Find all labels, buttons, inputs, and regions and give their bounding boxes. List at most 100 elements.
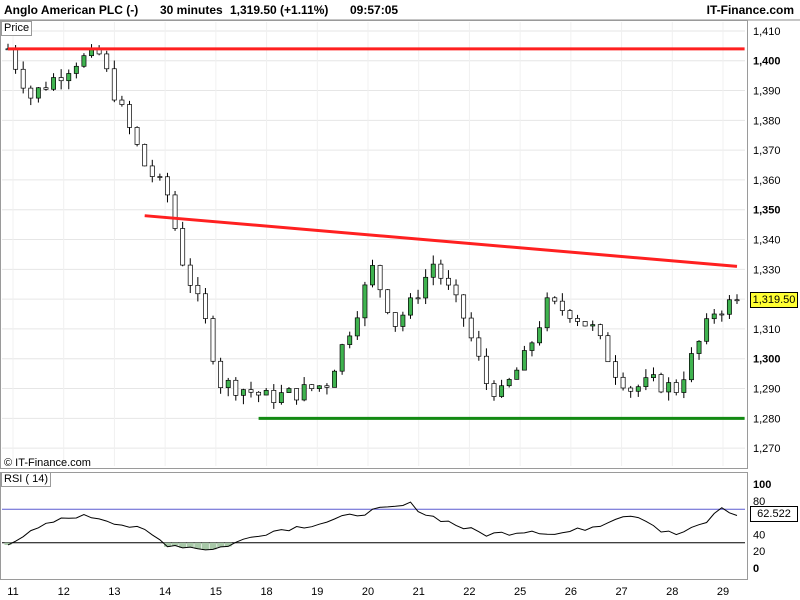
candle-body	[248, 389, 254, 393]
candle-body	[643, 377, 649, 388]
candle-body	[635, 386, 641, 392]
price-tick-label: 1,270	[753, 443, 781, 455]
resistance-trendline-line	[144, 214, 738, 268]
price-tick-label: 1,380	[753, 115, 781, 127]
x-tick-label: 28	[666, 586, 678, 598]
candle-body	[408, 297, 413, 316]
candle-body	[620, 376, 626, 389]
candle-body	[43, 87, 49, 90]
candle-body	[582, 321, 588, 327]
rsi-tick-label: 40	[753, 529, 765, 541]
candle-body	[514, 369, 520, 380]
price-tick-label: 1,280	[753, 413, 781, 425]
price-tick-label: 1,300	[753, 354, 781, 366]
candle-body	[711, 313, 717, 320]
candle-body	[58, 77, 64, 82]
candle-body	[506, 379, 512, 387]
price-y-axis: 1,2701,2801,2901,3001,3101,3201,3301,340…	[753, 26, 781, 455]
candle-body	[552, 297, 558, 302]
candle-body	[324, 385, 330, 388]
candle-body	[544, 297, 550, 329]
candle-body	[233, 379, 239, 396]
candle-body	[666, 382, 672, 393]
candle-body	[347, 335, 353, 345]
candle-body	[483, 355, 489, 384]
candle-body	[688, 353, 694, 381]
x-tick-label: 11	[7, 586, 18, 598]
candle-body	[218, 360, 224, 389]
candle-body	[134, 127, 140, 145]
candle-body	[332, 370, 337, 388]
rsi-tick-label: 0	[753, 563, 759, 575]
candle-body	[81, 55, 87, 67]
candle-body	[263, 390, 269, 396]
candle-body	[521, 350, 527, 371]
candle-body	[104, 53, 110, 70]
candle-body	[66, 73, 72, 82]
candle-body	[362, 284, 368, 319]
candle-body	[28, 87, 34, 99]
candle-body	[726, 299, 732, 315]
trendlines	[8, 47, 745, 420]
candle-body	[240, 389, 246, 396]
candle-body	[142, 144, 148, 167]
candle-body	[225, 379, 231, 389]
candle-body	[696, 340, 702, 354]
candle-body	[385, 289, 391, 313]
x-tick-label: 25	[514, 586, 526, 598]
candle-body	[651, 374, 656, 378]
candle-body	[202, 293, 208, 319]
price-tick-label: 1,340	[753, 235, 781, 247]
candle-body	[172, 194, 178, 229]
x-axis: 11 12 13 14 15 18 19 20 21 22 25 26 27 28 29	[7, 586, 729, 598]
candle-body	[51, 77, 57, 90]
candle-body	[354, 317, 360, 337]
candle-body	[13, 48, 19, 70]
candle-body	[468, 317, 474, 339]
candle-body	[195, 285, 201, 295]
candle-body	[256, 391, 262, 396]
candle-body	[309, 384, 315, 389]
candle-body	[165, 176, 170, 196]
candle-body	[499, 385, 505, 397]
candle-body	[370, 265, 375, 286]
candle-body	[445, 277, 451, 286]
candle-body	[658, 374, 664, 393]
candle-body	[537, 327, 543, 344]
candle-body	[476, 337, 482, 357]
brand-label: IT-Finance.com	[706, 3, 794, 17]
rsi-line	[7, 501, 738, 551]
candle-body	[111, 68, 117, 101]
candle-body	[567, 310, 573, 319]
candle-body	[157, 176, 163, 178]
candlestick-series	[5, 43, 740, 409]
rsi-tick-label: 20	[753, 546, 765, 558]
price-panel-label: Price	[1, 21, 33, 36]
candle-body	[415, 297, 421, 300]
x-tick-label: 19	[311, 586, 323, 598]
instrument-name: Anglo American PLC (-)	[4, 3, 139, 17]
timestamp: 09:57:05	[350, 3, 399, 17]
candle-body	[590, 324, 596, 327]
candle-body	[180, 228, 186, 266]
candle-body	[461, 294, 467, 319]
candle-body	[286, 388, 292, 393]
candle-body	[127, 104, 132, 128]
price-tick-label: 1,370	[753, 145, 781, 157]
copyright-text: © IT-Finance.com	[4, 457, 91, 469]
candle-body	[605, 335, 611, 363]
price-tick-label: 1,360	[753, 175, 781, 187]
rsi-tick-label: 100	[753, 479, 771, 491]
candle-body	[423, 276, 429, 299]
price-change: 1,319.50 (+1.11%)	[230, 3, 329, 17]
candle-body	[529, 342, 535, 351]
x-tick-label: 12	[58, 586, 70, 598]
candle-body	[316, 385, 322, 389]
candle-body	[613, 361, 618, 378]
x-tick-label: 27	[615, 586, 627, 598]
rsi-series	[4, 501, 738, 551]
candle-body	[73, 65, 79, 74]
candle-body	[210, 318, 216, 362]
rsi-panel-label: RSI ( 14)	[1, 472, 52, 487]
